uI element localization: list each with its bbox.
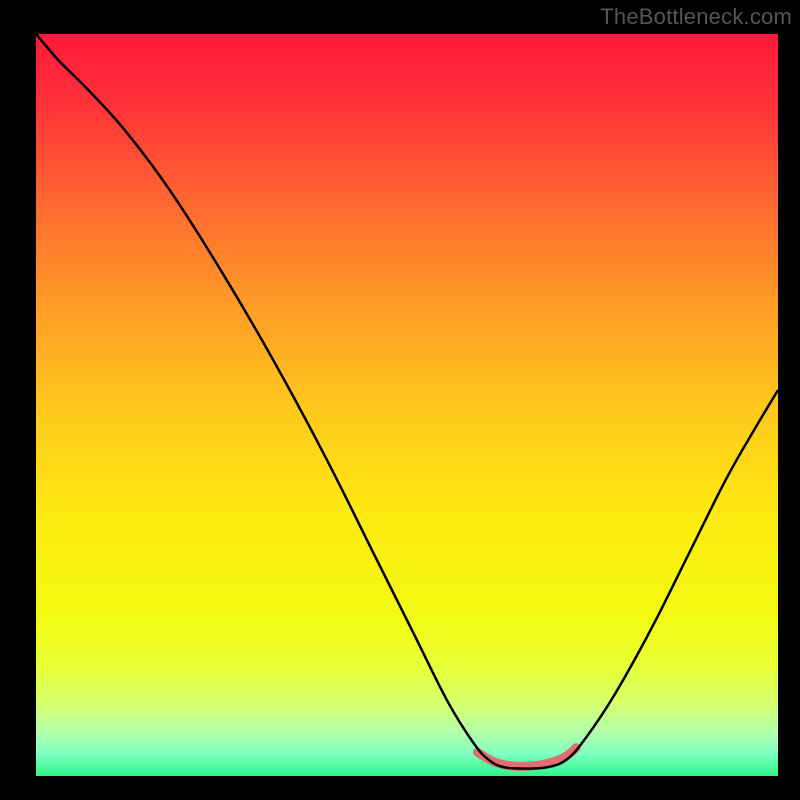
chart-svg: [36, 34, 778, 776]
bottleneck-curve: [36, 34, 778, 769]
chart-container: TheBottleneck.com: [0, 0, 800, 800]
plot-area: [36, 34, 778, 776]
watermark-text: TheBottleneck.com: [600, 4, 792, 30]
